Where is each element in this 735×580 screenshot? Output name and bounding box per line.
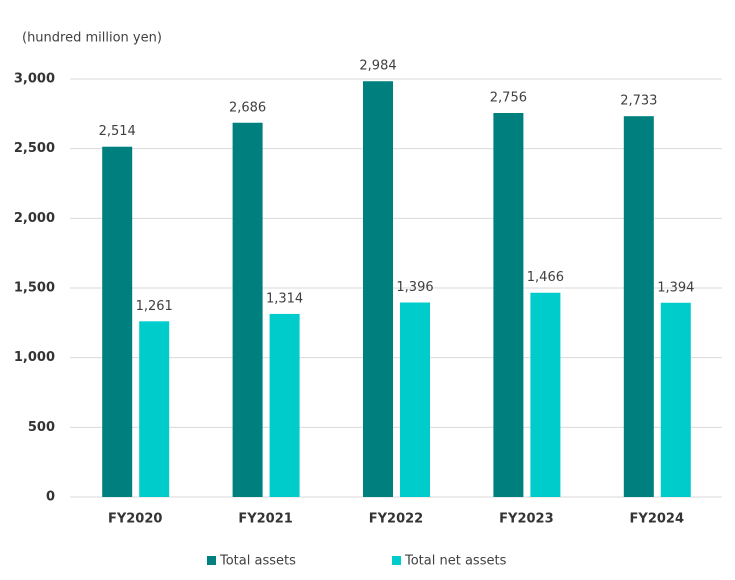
- y-axis-label: (hundred million yen): [22, 31, 162, 46]
- bar: [660, 302, 691, 497]
- legend-label: Total net assets: [404, 554, 507, 569]
- bar: [232, 122, 263, 497]
- value-label: 2,756: [490, 90, 527, 105]
- y-tick-label: 0: [46, 490, 55, 505]
- value-label: 2,984: [359, 59, 396, 74]
- y-tick-label: 1,000: [14, 350, 55, 365]
- value-label: 2,733: [620, 94, 657, 109]
- bar: [623, 116, 654, 498]
- bar: [363, 81, 393, 497]
- bar: [530, 292, 561, 497]
- bar: [400, 302, 430, 497]
- y-tick-label: 3,000: [14, 72, 55, 87]
- y-tick-label: 2,000: [14, 211, 55, 226]
- value-label: 1,261: [136, 299, 173, 314]
- value-label: 1,396: [396, 280, 433, 295]
- bar: [102, 146, 133, 497]
- value-label: 2,514: [99, 124, 136, 139]
- bar: [139, 321, 170, 497]
- value-label: 2,686: [229, 100, 266, 115]
- x-tick-label: FY2020: [108, 512, 162, 527]
- value-label: 1,394: [657, 280, 694, 295]
- legend-swatch: [207, 556, 216, 565]
- bar: [493, 112, 524, 498]
- value-label: 1,314: [266, 291, 303, 306]
- bar: [269, 313, 300, 497]
- y-tick-label: 500: [28, 420, 55, 435]
- value-label: 1,466: [527, 270, 564, 285]
- y-tick-label: 2,500: [14, 141, 55, 156]
- x-tick-label: FY2021: [238, 512, 292, 527]
- x-tick-label: FY2023: [499, 512, 553, 527]
- legend-label: Total assets: [219, 554, 296, 569]
- x-tick-label: FY2022: [369, 512, 423, 527]
- y-tick-label: 1,500: [14, 281, 55, 296]
- legend-swatch: [392, 556, 401, 565]
- x-tick-label: FY2024: [630, 512, 684, 527]
